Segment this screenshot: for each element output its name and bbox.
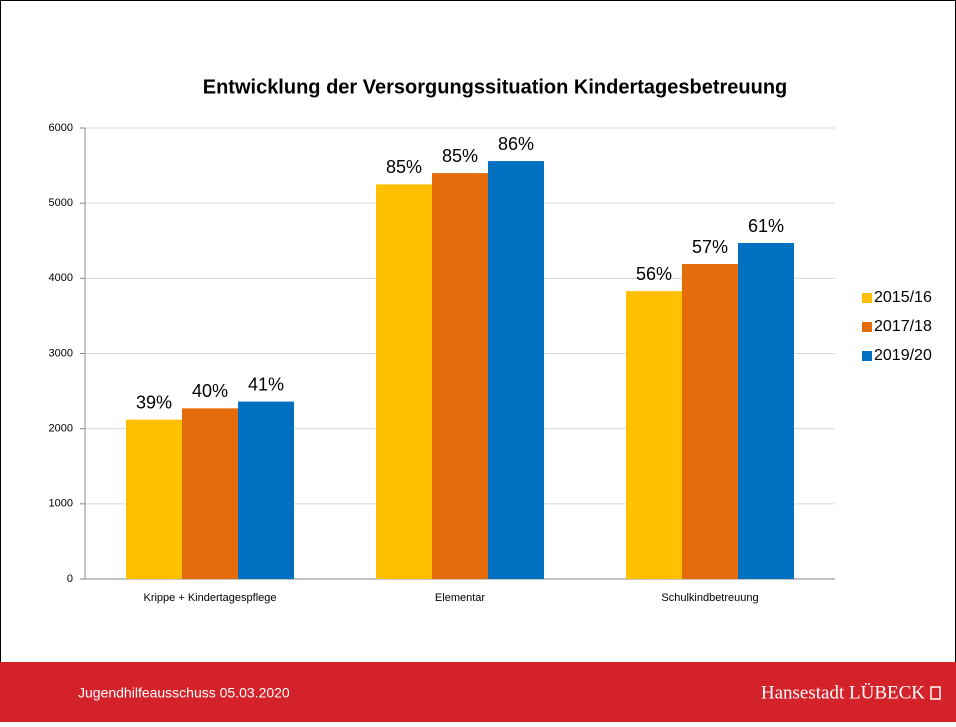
bar (682, 264, 738, 579)
data-label: 39% (136, 392, 172, 412)
logo-icon (930, 686, 941, 700)
bar (376, 184, 432, 579)
legend-swatch (862, 351, 872, 361)
legend-label: 2019/20 (874, 347, 932, 364)
y-tick-label: 5000 (49, 197, 73, 209)
legend-label: 2015/16 (874, 289, 932, 306)
chart-title: Entwicklung der Versorgungssituation Kin… (203, 76, 788, 98)
y-tick-label: 3000 (49, 347, 73, 359)
data-label: 41% (248, 374, 284, 394)
legend-label: 2017/18 (874, 318, 932, 335)
data-label: 85% (442, 146, 478, 166)
x-tick-label: Schulkindbetreuung (661, 592, 758, 604)
data-label: 61% (748, 216, 784, 236)
y-tick-label: 0 (67, 573, 73, 585)
y-tick-label: 2000 (49, 423, 73, 435)
bar (238, 401, 294, 579)
footer-left: Jugendhilfeausschuss 05.03.2020 (78, 685, 290, 701)
footer-band (0, 662, 956, 722)
x-tick-label: Elementar (435, 592, 485, 604)
footer-right: Hansestadt LÜBECK (761, 682, 925, 703)
bar (126, 419, 182, 579)
legend-swatch (862, 293, 872, 303)
y-tick-label: 6000 (49, 122, 73, 134)
y-tick-label: 4000 (49, 272, 73, 284)
data-label: 85% (386, 157, 422, 177)
legend-swatch (862, 322, 872, 332)
data-label: 56% (636, 264, 672, 284)
bar (182, 408, 238, 579)
data-label: 86% (498, 134, 534, 154)
data-label: 57% (692, 237, 728, 257)
x-tick-label: Krippe + Kindertagespflege (143, 592, 276, 604)
y-tick-label: 1000 (49, 498, 73, 510)
bar (432, 173, 488, 579)
bar (626, 291, 682, 579)
bar (738, 243, 794, 579)
bar (488, 161, 544, 579)
data-label: 40% (192, 381, 228, 401)
